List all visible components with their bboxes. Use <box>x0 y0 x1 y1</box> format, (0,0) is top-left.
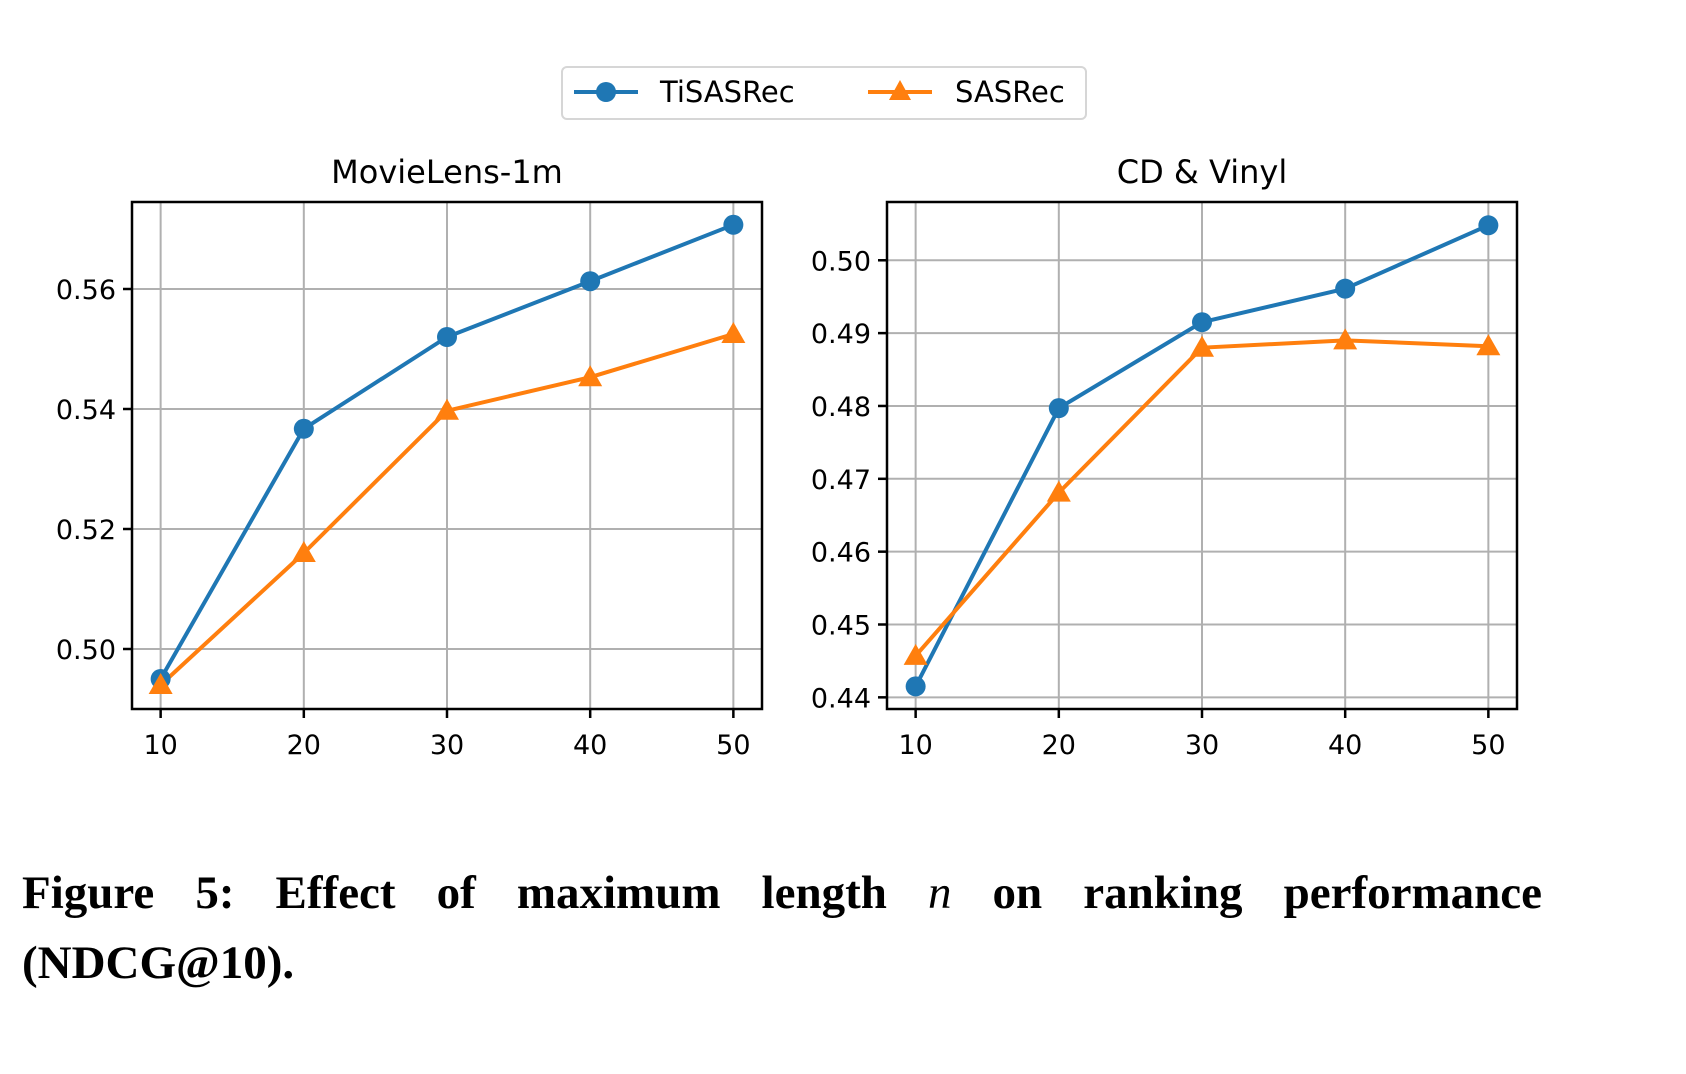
data-point-tisasrec <box>437 327 457 347</box>
x-tick-label: 30 <box>430 730 464 761</box>
series-markers <box>903 215 1501 697</box>
data-point-tisasrec <box>1048 398 1069 419</box>
x-tick-label: 10 <box>898 730 932 761</box>
data-point-tisasrec <box>293 418 314 439</box>
data-point-sasrec <box>578 365 603 387</box>
figure: TiSASRec SASRec MovieLens-1m 10 20 30 40 50 0… <box>56 66 1519 761</box>
data-point-sasrec <box>435 398 459 420</box>
caption-prefix: Figure 5: Effect of maximum length <box>22 867 928 919</box>
data-point-sasrec <box>1476 334 1501 356</box>
x-tick-label: 40 <box>1328 730 1362 761</box>
figure-caption: Figure 5: Effect of maximum length n on … <box>22 858 1542 998</box>
legend-label-sasrec: SASRec <box>955 75 1065 109</box>
x-tick-label: 40 <box>573 730 607 761</box>
legend-item-sasrec: SASRec <box>868 75 1065 109</box>
y-tick-label: 0.52 <box>56 515 116 546</box>
y-tick-label: 0.46 <box>811 538 871 569</box>
x-tick-label: 50 <box>1471 730 1505 761</box>
y-tick-label: 0.49 <box>811 319 871 350</box>
data-point-tisasrec <box>723 214 744 235</box>
y-tick-label: 0.50 <box>56 635 116 666</box>
data-point-tisasrec <box>905 676 926 697</box>
x-tick-label: 50 <box>716 730 750 761</box>
data-point-sasrec <box>148 673 173 694</box>
data-point-tisasrec <box>1192 312 1212 333</box>
chart-title: CD & Vinyl <box>1117 153 1287 191</box>
data-point-sasrec <box>721 322 746 343</box>
data-point-tisasrec <box>1478 215 1499 236</box>
data-point-tisasrec <box>580 271 601 292</box>
y-tick-label: 0.48 <box>811 392 871 423</box>
caption-variable: n <box>927 867 952 919</box>
data-point-sasrec <box>1046 480 1071 502</box>
y-tick-label: 0.56 <box>56 275 116 306</box>
chart-movielens: MovieLens-1m 10 20 30 40 50 0.50 0.52 0.54 0.56 <box>56 153 764 761</box>
data-point-sasrec <box>903 643 928 665</box>
chart-cd-vinyl: CD & Vinyl 10 20 30 40 50 0.44 0.45 0.46 0.47 0.4… <box>811 153 1519 761</box>
x-tick-label: 20 <box>287 730 321 761</box>
x-tick-label: 30 <box>1185 730 1219 761</box>
ticks: 10 20 30 40 50 0.50 0.52 0.54 0.56 <box>56 275 751 761</box>
grid <box>132 202 762 709</box>
data-point-sasrec <box>1333 328 1358 350</box>
legend-frame <box>561 66 1087 120</box>
chart-title: MovieLens-1m <box>331 153 563 191</box>
grid <box>887 202 1517 709</box>
y-tick-label: 0.44 <box>811 683 871 714</box>
y-tick-label: 0.45 <box>811 611 871 642</box>
series-markers <box>148 214 746 694</box>
y-tick-label: 0.47 <box>811 465 871 496</box>
legend-label-tisasrec: TiSASRec <box>659 75 795 109</box>
y-tick-label: 0.50 <box>811 246 871 277</box>
x-tick-label: 20 <box>1042 730 1076 761</box>
y-tick-label: 0.54 <box>56 395 116 426</box>
ticks: 10 20 30 40 50 0.44 0.45 0.46 0.47 0.48 0.49 0.50 <box>811 246 1506 761</box>
x-tick-label: 10 <box>143 730 177 761</box>
data-point-sasrec <box>1190 335 1214 357</box>
data-point-tisasrec <box>1335 278 1356 299</box>
data-point-sasrec <box>291 541 316 562</box>
triangle-marker-icon <box>889 80 911 100</box>
circle-marker-icon <box>596 82 616 102</box>
legend-item-tisasrec: TiSASRec <box>574 75 795 109</box>
legend: TiSASRec SASRec <box>561 66 1087 120</box>
caption-suffix: on ranking performance (NDCG@10). <box>22 867 1542 989</box>
